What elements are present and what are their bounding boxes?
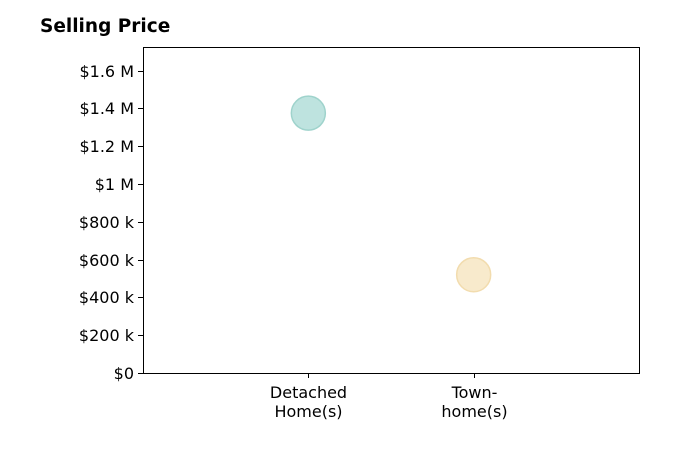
x-tick-label-line: Town- — [451, 383, 498, 402]
y-tick-label: $1.6 M — [79, 62, 134, 81]
y-tick-label: $1.2 M — [79, 137, 134, 156]
x-tick-label-line: Detached — [270, 383, 347, 402]
x-tick-label-line: home(s) — [441, 402, 507, 421]
plot-area: $0 $200 k $400 k $600 k $800 k $1 M $1.2 M $1.4… — [79, 47, 640, 421]
data-point — [290, 95, 327, 131]
data-point — [455, 256, 492, 293]
x-tick-label: Detached Home(s) — [270, 383, 347, 421]
y-tick-label: $600 k — [79, 251, 135, 270]
chart-title: Selling Price — [40, 16, 171, 37]
y-tick-label: $800 k — [79, 213, 135, 232]
axes-frame — [143, 47, 640, 374]
y-tick-label: $200 k — [79, 326, 135, 345]
y-tick-label: $1 M — [95, 175, 134, 194]
y-tick-label: $1.4 M — [79, 99, 134, 118]
y-tick-label: $0 — [114, 364, 134, 383]
x-tick-label: Town-home(s) — [441, 383, 507, 421]
y-tick-label: $400 k — [79, 288, 135, 307]
x-tick-label-line: Home(s) — [274, 402, 342, 421]
